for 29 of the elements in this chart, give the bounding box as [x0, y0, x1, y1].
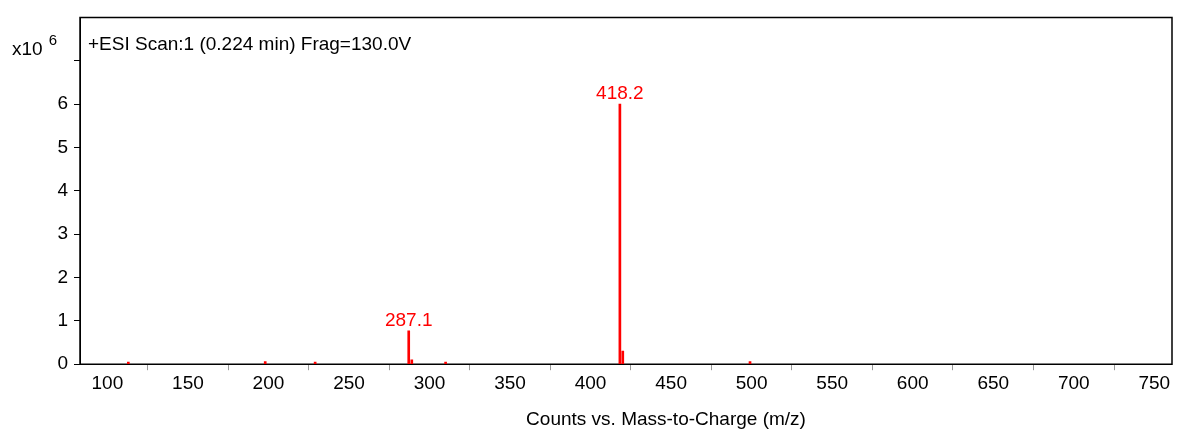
x-tick-label: 350 — [494, 371, 526, 393]
bar — [126, 361, 130, 365]
x-tick-label: 600 — [896, 371, 929, 393]
x-tick-label: 400 — [574, 371, 607, 393]
annotation: 287.1 — [384, 308, 433, 330]
bar — [407, 330, 411, 365]
x-tick-label: 200 — [252, 371, 285, 393]
x-tick-label: 550 — [816, 371, 849, 393]
x-tick-label: 150 — [172, 371, 204, 393]
x-tick-label: 750 — [1138, 371, 1171, 393]
y-tick-label: 0 — [57, 352, 68, 374]
x-tick-label: 300 — [413, 371, 446, 393]
text: +ESI Scan:1 (0.224 min) Frag=130.0V — [88, 33, 412, 55]
y-tick-label: 6 — [57, 92, 68, 114]
x-tick-label: 100 — [91, 371, 124, 393]
bar — [263, 361, 267, 365]
y-tick-label: 2 — [57, 265, 68, 287]
x-tick-label: 650 — [977, 371, 1010, 393]
y-tick-label: 3 — [57, 222, 68, 244]
x-tick-label: 250 — [333, 371, 365, 393]
y-tick-label: 4 — [57, 179, 69, 201]
x-tick-label: 700 — [1057, 371, 1090, 393]
y-tick-label: 1 — [57, 309, 68, 331]
x-tick-label: 450 — [655, 371, 687, 393]
bar — [444, 361, 447, 365]
y-tick-label: 5 — [57, 135, 68, 157]
annotation: 418.2 — [596, 81, 644, 103]
x-tick-label: 500 — [735, 371, 768, 393]
x-axis-title: Counts vs. Mass-to-Charge (m/z) — [526, 408, 806, 429]
